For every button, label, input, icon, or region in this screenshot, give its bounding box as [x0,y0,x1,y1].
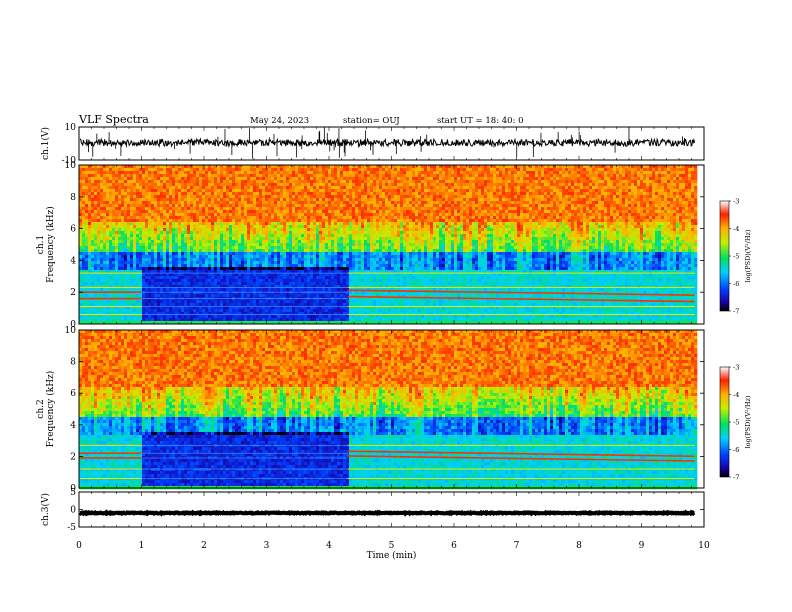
wave3-ytick-label: 5 [70,488,76,498]
spec2-ytick-label: 6 [70,389,76,399]
spec1-ytick-label: 2 [70,288,76,298]
spec1-ylabel: Frequency (kHz) [45,206,56,283]
wave3-ytick-label: 0 [70,506,76,516]
time-tick-label: 8 [576,541,582,551]
cb2-tick-label: -4 [733,391,739,399]
time-tick-label: 5 [389,541,395,551]
wave3-ylabel: ch.3(V) [40,493,51,526]
cb1-tick-label: -5 [733,253,739,261]
wave1-ylabel: ch.1(V) [40,127,51,160]
time-tick-label: 0 [76,541,82,551]
spec1-ytick-label: 10 [65,161,77,171]
wave1-ytick-label: 10 [65,123,77,133]
time-tick-label: 6 [451,541,457,551]
spec2-ylabel: Frequency (kHz) [45,371,56,448]
spec1-ytick-label: 4 [70,256,76,266]
time-axis-label: Time (min) [367,550,417,561]
ch1-colorbar: -3 -4 -5 -6 -7 log(PSD)(V²/Hz) [720,198,752,316]
cb1-label: log(PSD)(V²/Hz) [744,229,752,282]
time-tick-label: 2 [201,541,207,551]
wave3-ytick-label: -5 [67,523,76,533]
cb1-tick-label: -3 [733,198,739,206]
spec2-ytick-label: 8 [70,358,76,368]
cb1-tick-label: -7 [733,308,739,316]
cb1-tick-label: -6 [733,280,739,288]
station-label: station= OUJ [343,116,400,126]
ch3-waveform-panel: 5 0 -5 ch.3(V) [40,488,704,533]
spec1-ytick-label: 8 [70,193,76,203]
spec1-ytick-label: 6 [70,225,76,235]
cb2-tick-label: -3 [733,364,739,372]
cb1-tick-label: -4 [733,225,739,233]
time-tick-label: 3 [264,541,270,551]
time-tick-label: 10 [698,541,710,551]
spec2-image [79,330,697,489]
time-tick-label: 7 [514,541,520,551]
wave3-trace [80,513,695,514]
spec2-ytick-label: 2 [70,452,76,462]
cb2-tick-label: -6 [733,446,739,454]
spec2-ytick-label: 10 [65,326,77,336]
cb2-gradient [720,367,729,477]
wave3-frame [79,492,704,527]
spec2-ytick-label: 4 [70,421,76,431]
cb2-tick-label: -7 [733,474,739,482]
wave1-trace [80,139,695,146]
time-tick-label: 4 [326,541,332,551]
cb2-tick-label: -5 [733,419,739,427]
cb1-gradient [720,201,729,311]
date-label: May 24, 2023 [250,116,309,126]
spec1-ylabel: ch.1 [36,235,46,254]
cb2-label: log(PSD)(V²/Hz) [744,395,752,448]
time-axis: 0 1 2 3 4 5 6 7 8 9 10 Time (min) [76,541,710,561]
time-tick-label: 9 [639,541,645,551]
ch2-colorbar: -3 -4 -5 -6 -7 log(PSD)(V²/Hz) [720,364,752,482]
start-time-label: start UT = 18: 40: 0 [437,116,524,126]
figure-title: VLF Spectra [78,113,149,126]
spec2-ylabel: ch.2 [36,399,46,418]
time-tick-label: 1 [139,541,145,551]
